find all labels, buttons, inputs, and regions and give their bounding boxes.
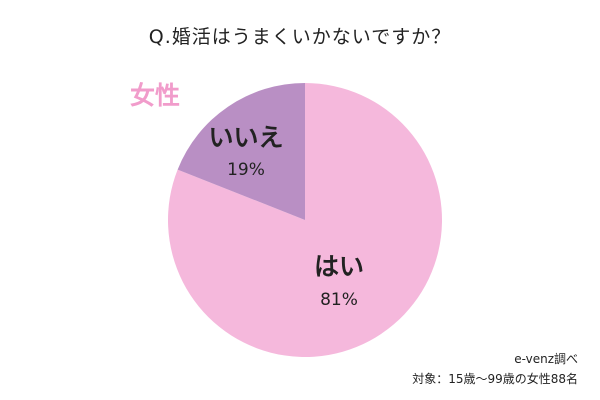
slice-value-no: 19% xyxy=(227,160,265,180)
group-label: 女性 xyxy=(130,81,181,110)
sample-note: 対象：15歳～99歳の女性88名 xyxy=(412,372,578,386)
pie-slice-no xyxy=(177,82,305,220)
slice-label-yes: はい xyxy=(314,252,364,281)
source-note: e-venz調べ xyxy=(514,352,578,366)
chart-title: Q.婚活はうまくいかないですか？ xyxy=(148,26,452,48)
slice-value-yes: 81% xyxy=(320,290,358,310)
slice-label-no: いいえ xyxy=(208,123,283,152)
